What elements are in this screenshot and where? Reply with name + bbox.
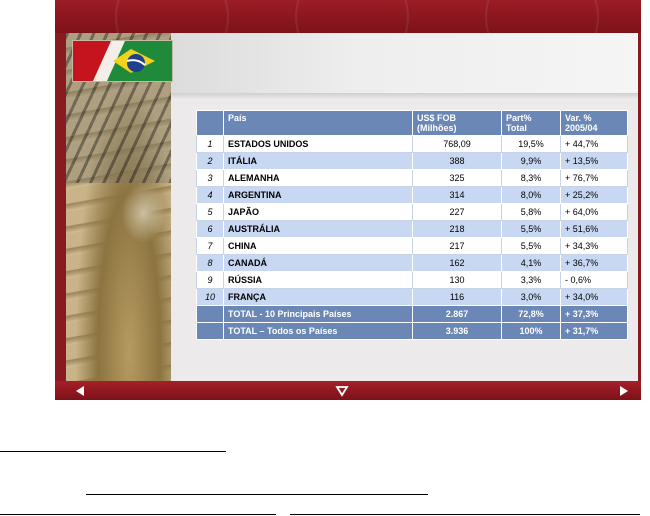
share-header: Part% Total — [501, 110, 561, 136]
table-row: 8 CANADÁ 162 4,1% + 36,7% — [196, 254, 628, 272]
divider-line — [290, 514, 640, 515]
prev-slide-button[interactable] — [73, 384, 87, 398]
table-row: 6 AUSTRÁLIA 218 5,5% + 51,6% — [196, 220, 628, 238]
table-row: 9 RÚSSIA 130 3,3% - 0,6% — [196, 271, 628, 289]
rank-header — [196, 110, 224, 136]
table-row: 5 JAPÃO 227 5,8% + 64,0% — [196, 203, 628, 221]
top-banner — [55, 0, 641, 74]
slide-content: País US$ FOB (Milhões) Part% Total Var. … — [66, 33, 638, 381]
triangle-right-icon — [620, 386, 628, 396]
presentation-frame: País US$ FOB (Milhões) Part% Total Var. … — [55, 0, 641, 400]
value-header: US$ FOB (Milhões) — [412, 110, 502, 136]
table-header-row: País US$ FOB (Milhões) Part% Total Var. … — [196, 110, 628, 136]
table-row: 10 FRANÇA 116 3,0% + 34,0% — [196, 288, 628, 306]
table-row: 4 ARGENTINA 314 8,0% + 25,2% — [196, 186, 628, 204]
table-row: 3 ALEMANHA 325 8,3% + 76,7% — [196, 169, 628, 187]
total-row-all: TOTAL – Todos os Países 3.936 100% + 31,… — [196, 322, 628, 340]
table-row: 7 CHINA 217 5,5% + 34,3% — [196, 237, 628, 255]
triangle-left-icon — [76, 386, 84, 396]
divider-line — [86, 494, 428, 495]
divider-line — [0, 514, 276, 515]
navigation-bar — [55, 381, 641, 400]
brazil-flag-logo — [72, 40, 173, 82]
table-row: 1 ESTADOS UNIDOS 768,09 19,5% + 44,7% — [196, 135, 628, 153]
down-menu-button[interactable] — [335, 384, 349, 398]
triangle-down-icon — [335, 386, 349, 397]
country-header: País — [223, 110, 413, 136]
divider-line — [0, 451, 226, 452]
total-row-top10: TOTAL - 10 Principais Países 2.867 72,8%… — [196, 305, 628, 323]
exports-table: País US$ FOB (Milhões) Part% Total Var. … — [196, 110, 628, 340]
slide-header-band — [171, 33, 638, 93]
next-slide-button[interactable] — [617, 384, 631, 398]
table-row: 2 ITÁLIA 388 9,9% + 13,5% — [196, 152, 628, 170]
variation-header: Var. % 2005/04 — [560, 110, 628, 136]
warehouse-photo — [66, 33, 171, 381]
